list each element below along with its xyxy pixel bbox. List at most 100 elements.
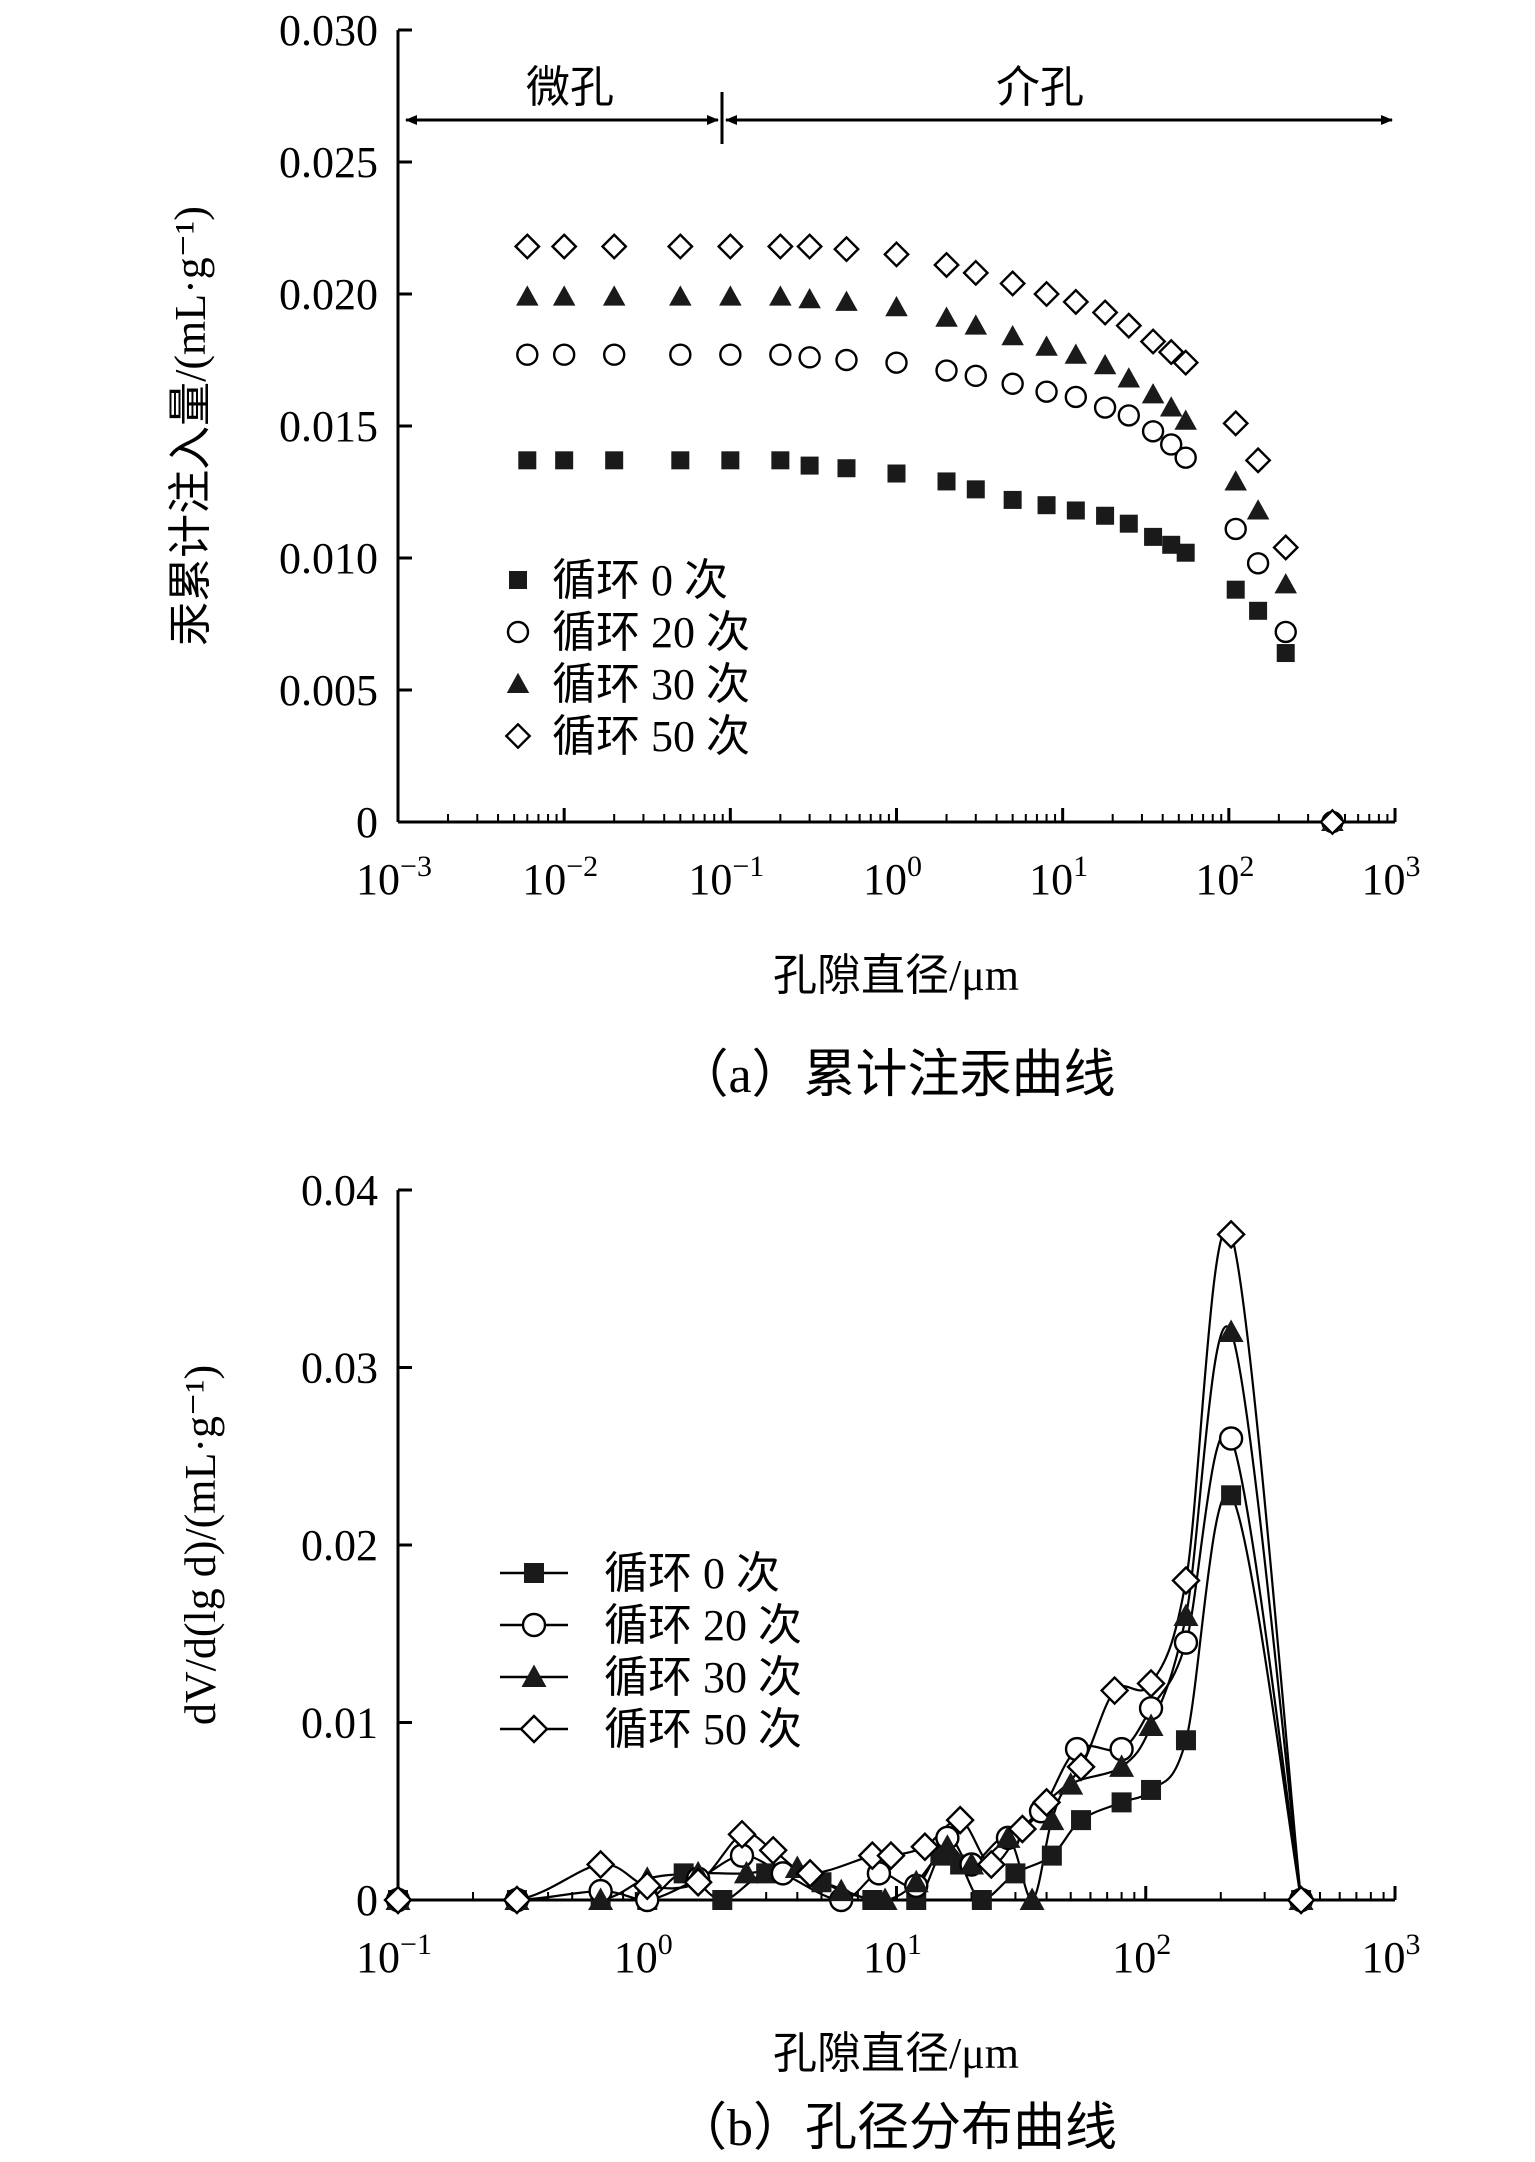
data-point-triangle: [1246, 499, 1270, 520]
data-point-diamond: [1136, 1668, 1166, 1699]
data-point-circle: [516, 343, 539, 366]
y-tick-label: 0.020: [279, 270, 378, 319]
data-point-circle: [1141, 420, 1165, 443]
legend-marker-square: [509, 571, 527, 589]
legend-label: 循环 20 次: [552, 608, 750, 657]
x-tick-exponent: 3: [1406, 850, 1421, 883]
data-point-diamond: [945, 1805, 975, 1835]
data-point-square: [837, 459, 856, 478]
data-point-circle: [1218, 1426, 1244, 1451]
x-tick-base: 10: [1195, 855, 1239, 904]
data-point-diamond: [999, 270, 1027, 297]
data-point-circle: [602, 343, 626, 366]
data-point-square: [721, 451, 740, 470]
data-point-diamond: [600, 233, 628, 260]
data-point-triangle: [959, 1852, 985, 1875]
data-point-circle: [1035, 380, 1058, 403]
x-tick-exponent: −1: [400, 1928, 432, 1961]
x-tick-label: 10−2: [522, 850, 598, 904]
x-tick-base: 10: [688, 855, 732, 904]
data-point-triangle: [835, 290, 858, 311]
y-tick-label: 0: [356, 798, 378, 847]
data-point-triangle: [1035, 335, 1058, 356]
x-tick-label: 103: [1362, 850, 1421, 904]
data-point-diamond: [910, 1832, 940, 1862]
y-tick-label: 0.005: [279, 666, 378, 715]
data-point-square: [1041, 1845, 1062, 1866]
data-point-triangle: [935, 306, 958, 327]
data-point-diamond: [833, 235, 860, 263]
data-point-square: [771, 451, 790, 470]
data-point-diamond: [1286, 1885, 1316, 1915]
data-point-diamond: [683, 1867, 713, 1897]
y-tick-label: 0.02: [301, 1521, 378, 1570]
x-tick-label: 102: [1112, 1928, 1171, 1982]
x-tick-exponent: −2: [566, 850, 598, 883]
data-point-square: [605, 451, 624, 470]
legend: 循环 0 次循环 20 次循环 30 次循环 50 次: [504, 556, 750, 761]
data-point-circle: [798, 346, 821, 369]
data-point-square: [1175, 1730, 1196, 1751]
x-tick-label: 100: [614, 1928, 673, 1982]
data-point-square: [966, 480, 985, 499]
x-tick-exponent: 0: [907, 850, 922, 883]
x-tick-label: 10−3: [356, 850, 432, 904]
x-tick-exponent: −1: [732, 850, 764, 883]
data-point-circle: [935, 359, 958, 382]
data-point-square: [1162, 535, 1181, 554]
data-point-diamond: [883, 241, 910, 268]
x-tick-exponent: −3: [400, 850, 432, 883]
region-label-mesopore: 介孔: [996, 63, 1084, 112]
data-point-diamond: [513, 233, 541, 260]
x-tick-base: 10: [863, 855, 907, 904]
data-point-triangle: [733, 1860, 759, 1884]
x-tick-exponent: 0: [658, 1928, 673, 1961]
data-point-circle: [669, 343, 692, 366]
x-tick-label: 102: [1195, 850, 1254, 904]
panel-b-caption: （b）孔径分布曲线: [675, 2100, 1117, 2157]
data-point-triangle: [903, 1869, 929, 1893]
x-tick-label: 101: [1029, 850, 1088, 904]
data-point-diamond: [1172, 349, 1200, 377]
data-point-diamond: [716, 233, 744, 260]
data-point-triangle: [669, 285, 692, 306]
data-point-diamond: [1091, 299, 1119, 326]
legend-label: 循环 30 次: [552, 660, 750, 709]
data-point-triangle: [1159, 396, 1183, 417]
data-point-circle: [1064, 385, 1088, 409]
series-line: [397, 1325, 1303, 1902]
data-point-diamond: [1007, 1814, 1038, 1844]
legend-marker-triangle: [521, 1664, 547, 1687]
data-point-diamond: [876, 1840, 906, 1871]
data-point-diamond: [1157, 338, 1185, 366]
x-tick-base: 10: [1029, 855, 1073, 904]
legend-label: 循环 0 次: [552, 556, 728, 605]
x-tick-base: 10: [522, 855, 566, 904]
data-point-triangle: [588, 1887, 614, 1910]
data-point-square: [1071, 1810, 1092, 1831]
data-point-circle: [964, 364, 987, 388]
data-point-triangle: [1174, 409, 1197, 430]
data-point-square: [1249, 601, 1268, 620]
legend-marker-circle: [521, 1612, 547, 1638]
x-tick-label: 103: [1362, 1928, 1421, 1982]
y-tick-label: 0.04: [301, 1166, 378, 1215]
data-point-square: [1066, 501, 1085, 520]
x-tick-exponent: 1: [907, 1928, 922, 1961]
legend-label: 循环 0 次: [604, 1549, 780, 1598]
legend: 循环 0 次循环 20 次循环 30 次循环 50 次: [500, 1549, 802, 1754]
data-point-diamond: [1272, 534, 1300, 561]
data-point-circle: [719, 343, 742, 366]
legend-marker-diamond: [504, 722, 532, 750]
data-point-triangle: [1138, 1713, 1164, 1737]
y-tick-label: 0: [356, 1876, 378, 1925]
data-points: [383, 1219, 1316, 1915]
data-point-square: [1176, 543, 1195, 562]
data-point-triangle: [798, 288, 821, 309]
legend-marker-circle: [506, 620, 530, 644]
data-point-triangle: [1019, 1887, 1045, 1910]
data-point-triangle: [1274, 573, 1297, 594]
